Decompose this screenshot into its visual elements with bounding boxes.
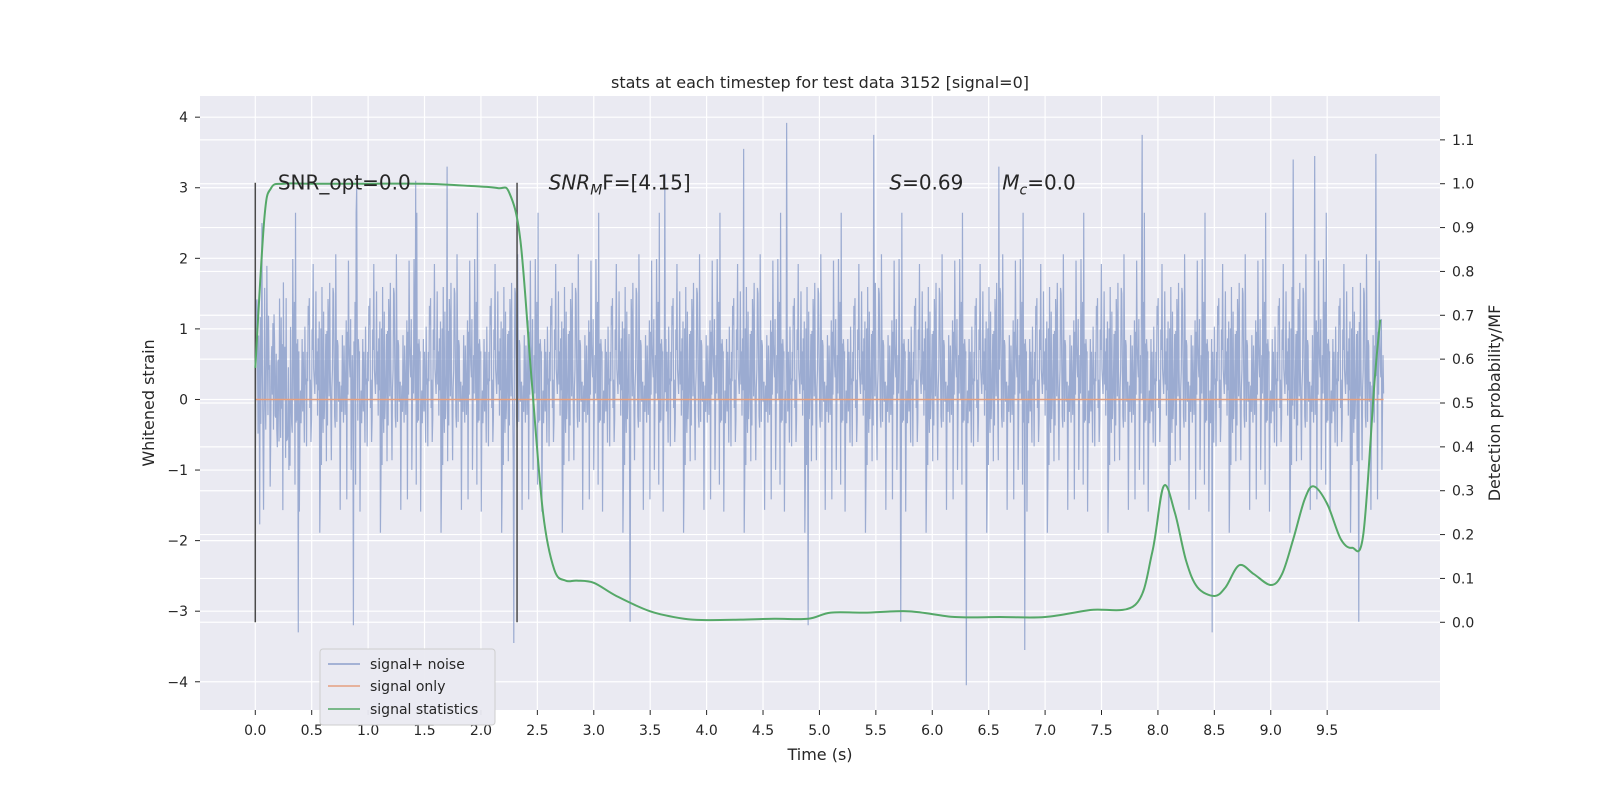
chart-title: stats at each timestep for test data 315…: [611, 73, 1029, 92]
y2-axis-label: Detection probability/MF: [1485, 305, 1504, 502]
y-axis-ticks: 4 3 2 1 0 −1 −2 −3 −4: [167, 110, 200, 691]
y-tick-label: 0: [179, 392, 188, 408]
annotation-subscript: c: [1019, 183, 1027, 199]
signal-statistics-line: [254, 182, 1382, 622]
x-tick-label: 0.5: [301, 723, 323, 739]
x-tick-label: 6.5: [978, 723, 1000, 739]
x-tick-label: 4.5: [752, 723, 774, 739]
y-tick-label: −4: [167, 675, 188, 691]
y2-tick-label: 0.8: [1452, 264, 1474, 280]
x-tick-label: 8.0: [1147, 723, 1169, 739]
y2-tick-label: 0.1: [1452, 571, 1474, 587]
x-tick-label: 2.5: [526, 723, 548, 739]
y2-tick-label: 0.9: [1452, 221, 1474, 237]
x-tick-label: 7.0: [1034, 723, 1056, 739]
y-tick-label: 4: [179, 110, 188, 126]
annotations: SNR_opt=0.0 SNRMF=[4.15] S=0.69 Mc=0.0: [278, 171, 1076, 199]
x-tick-label: 0.0: [244, 723, 266, 739]
y-tick-label: 3: [179, 181, 188, 197]
x-tick-label: 7.5: [1090, 723, 1112, 739]
y2-tick-label: 0.5: [1452, 396, 1474, 412]
y-tick-label: −3: [167, 604, 188, 620]
x-tick-label: 8.5: [1203, 723, 1225, 739]
y2-tick-label: 0.3: [1452, 484, 1474, 500]
signal-noise-line: [254, 122, 1385, 686]
annotation-base: SNR: [549, 171, 591, 195]
signal-noise-series: [254, 122, 1385, 686]
y2-tick-label: 0.2: [1452, 528, 1474, 544]
x-tick-label: 2.0: [470, 723, 492, 739]
y2-tick-label: 0.0: [1452, 615, 1474, 631]
x-tick-label: 4.0: [695, 723, 717, 739]
y-tick-label: 2: [179, 251, 188, 267]
x-axis-ticks: 0.0 0.5 1.0 1.5 2.0 2.5 3.0 3.5 4.0 4.5 5.0 5.5 6.0 6…: [244, 710, 1338, 739]
annotation-base: M: [1002, 171, 1019, 195]
legend-label-signal-noise: signal+ noise: [370, 657, 465, 673]
annotation-text: Mc=0.0: [1002, 171, 1076, 199]
x-tick-label: 9.5: [1316, 723, 1338, 739]
y2-tick-label: 0.6: [1452, 352, 1474, 368]
annotation-tail: =0.0: [1027, 171, 1076, 195]
x-tick-label: 9.0: [1260, 723, 1282, 739]
vertical-markers: [254, 182, 518, 623]
legend-label-signal-only: signal only: [370, 679, 445, 695]
annotation-text: SNRMF=[4.15]: [549, 171, 691, 199]
y-tick-label: 1: [179, 322, 188, 338]
x-tick-label: 5.0: [808, 723, 830, 739]
x-tick-label: 6.0: [921, 723, 943, 739]
y-tick-label: −1: [167, 463, 188, 479]
y2-tick-label: 1.0: [1452, 177, 1474, 193]
x-tick-label: 1.0: [357, 723, 379, 739]
signal-statistics-series: [254, 182, 1382, 622]
x-tick-label: 3.0: [583, 723, 605, 739]
annotation-base: S: [889, 171, 902, 195]
x-tick-label: 1.5: [413, 723, 435, 739]
y-axis-label: Whitened strain: [139, 339, 158, 466]
legend: signal+ noise signal only signal statist…: [319, 648, 496, 726]
annotation-subscript: M: [590, 183, 602, 199]
y2-tick-label: 0.4: [1452, 440, 1474, 456]
y-tick-label: −2: [167, 534, 188, 550]
annotation-tail: =0.69: [902, 171, 963, 195]
annotation-text: S=0.69: [889, 171, 963, 195]
y2-tick-label: 1.1: [1452, 133, 1474, 149]
y2-tick-label: 0.7: [1452, 308, 1474, 324]
legend-box: [319, 648, 496, 726]
annotation-text: SNR_opt=0.0: [278, 171, 411, 195]
x-tick-label: 3.5: [639, 723, 661, 739]
x-axis-label: Time (s): [786, 745, 852, 764]
x-tick-label: 5.5: [865, 723, 887, 739]
annotation-tail: F=[4.15]: [602, 171, 690, 195]
legend-label-signal-statistics: signal statistics: [370, 702, 478, 718]
y2-axis-ticks: 1.1 1.0 0.9 0.8 0.7 0.6 0.5 0.4 0.3 0.2 0.1 0.0: [1440, 133, 1474, 631]
